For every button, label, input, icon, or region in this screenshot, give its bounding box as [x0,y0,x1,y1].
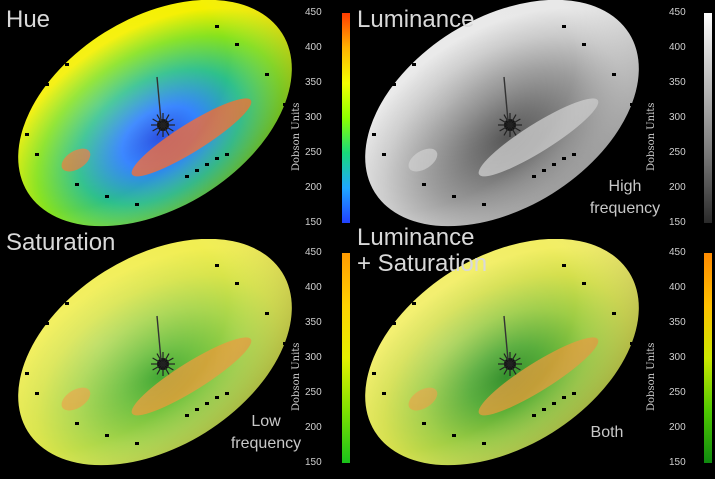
scale-tick-label: 250 [305,387,322,398]
scale-tick-label: 300 [669,112,686,123]
panel-note-saturation: Low frequency [227,411,305,455]
title-line: Luminance [357,6,475,33]
scale-tick-label: 250 [669,387,686,398]
panel-hue: Hue 450 400 350 300 250 200 150 Dobson Units [0,0,357,239]
scale-tick-label: 200 [669,182,686,193]
note-line: Both [590,424,624,441]
title-line: Saturation [6,229,116,256]
scale-tick-label: 150 [669,457,686,468]
title-line: Hue [6,6,51,33]
globe-body [365,0,639,227]
scale-tick-label: 350 [305,317,322,328]
scale-tick-label: 200 [305,422,322,433]
pole-mark [498,315,522,376]
scale-tick-label: 300 [669,352,686,363]
color-scale-bar-hue [342,13,350,223]
scale-tick-label: 400 [305,282,322,293]
scale-tick-label: 400 [669,282,686,293]
missing-data-marks [372,256,634,445]
pole-mark [151,315,175,376]
scale-tick-label: 300 [305,112,322,123]
scale-unit-label-luminance-saturation: Dobson Units [646,342,657,411]
scale-tick-label: 450 [305,7,322,18]
scale-tick-label: 350 [669,77,686,88]
globe-body [365,239,639,466]
globe-body [18,0,292,227]
scale-tick-label: 150 [669,217,686,228]
scale-tick-label: 400 [305,42,322,53]
ozone-map-saturation [18,239,292,466]
scale-tick-label: 150 [305,457,322,468]
missing-data-marks [372,17,634,206]
panel-title-hue: Hue [6,7,50,33]
panel-luminance-saturation: Luminance + Saturation Both 450 400 350 300… [357,225,715,479]
scale-tick-label: 450 [305,247,322,258]
scale-unit-label-saturation: Dobson Units [291,342,302,411]
scale-tick-label: 250 [305,147,322,158]
color-scale-bar-luminance-saturation [704,253,712,463]
scale-unit-label-hue: Dobson Units [291,102,302,171]
scale-tick-label: 350 [669,317,686,328]
scale-tick-label: 200 [669,422,686,433]
color-scale-bar-luminance [704,13,712,223]
pole-mark [151,76,175,137]
panel-title-luminance: Luminance [357,7,474,33]
globe-body [18,239,292,466]
pole-mark [498,76,522,137]
scale-tick-label: 400 [669,42,686,53]
panel-saturation: Saturation Low frequency 450 400 350 300 250… [0,230,357,479]
scale-tick-label: 150 [305,217,322,228]
note-line: frequency [589,200,661,217]
panel-title-saturation: Saturation [6,230,115,256]
title-line: + Saturation [357,250,488,277]
panel-title-luminance-saturation: Luminance + Saturation [357,225,487,277]
panel-note-luminance: High frequency [585,176,665,220]
panel-luminance: Luminance High frequency 450 400 350 300 250… [357,0,715,239]
note-line: Low [251,413,281,430]
scale-tick-label: 350 [305,77,322,88]
color-scale-bar-saturation [342,253,350,463]
missing-data-marks [25,256,287,445]
ozone-map-luminance-saturation [365,239,639,466]
missing-data-marks [25,17,287,206]
note-line: High [608,178,642,195]
title-line: Luminance [357,224,475,251]
scale-tick-label: 250 [669,147,686,158]
scale-tick-label: 300 [305,352,322,363]
note-line: frequency [230,435,302,452]
scale-tick-label: 450 [669,247,686,258]
panel-note-luminance-saturation: Both [585,422,629,444]
ozone-map-luminance [365,0,639,227]
scale-tick-label: 450 [669,7,686,18]
ozone-map-hue [18,0,292,227]
scale-unit-label-luminance: Dobson Units [646,102,657,171]
scale-tick-label: 200 [305,182,322,193]
